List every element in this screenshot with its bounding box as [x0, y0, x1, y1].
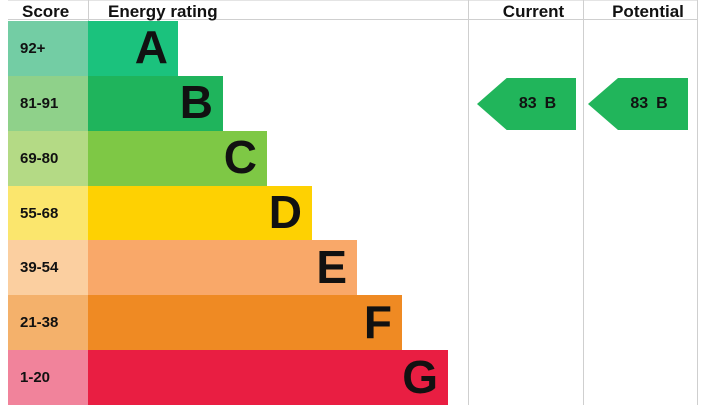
current-column-divider	[468, 0, 469, 405]
band-row-g: 1-20 G	[0, 350, 720, 405]
band-bar-d: D	[88, 185, 312, 241]
right-table-border	[697, 0, 698, 405]
potential-rating-band: B	[656, 95, 668, 112]
band-bar-a: A	[88, 21, 178, 76]
current-rating-value: 83	[518, 95, 537, 112]
rating-bands: 92+ A 81-91 B 69-80 C 55-68 D 39-54	[0, 21, 720, 405]
band-bar-f: F	[88, 295, 402, 351]
band-score-g: 1-20	[8, 350, 88, 405]
potential-column-header: Potential	[612, 2, 684, 21]
score-column-divider	[88, 0, 89, 21]
band-letter-b: B	[179, 76, 213, 129]
potential-column-divider	[583, 0, 584, 405]
band-score-b: 81-91	[8, 75, 88, 131]
band-letter-a: A	[134, 21, 168, 74]
band-letter-d: D	[268, 186, 302, 238]
band-bar-e: E	[88, 240, 357, 296]
band-bar-b: B	[88, 75, 223, 131]
band-bar-c: C	[88, 130, 267, 186]
current-column-header: Current	[502, 2, 565, 21]
energy-rating-column-header: Energy rating	[108, 2, 218, 21]
band-letter-c: C	[223, 131, 257, 184]
current-rating-band: B	[544, 95, 557, 112]
band-row-b: 81-91 B	[0, 75, 720, 131]
band-letter-f: F	[363, 295, 392, 348]
band-row-c: 69-80 C	[0, 130, 720, 186]
band-score-f: 21-38	[8, 295, 88, 351]
score-column-header: Score	[22, 2, 70, 21]
band-letter-g: G	[402, 350, 438, 403]
chart-header: Score Energy rating Current Potential	[8, 0, 697, 21]
band-row-f: 21-38 F	[0, 295, 720, 351]
band-row-d: 55-68 D	[0, 185, 720, 241]
band-score-e: 39-54	[8, 240, 88, 296]
band-bar-g: G	[88, 350, 448, 405]
band-letter-e: E	[316, 240, 347, 293]
band-score-d: 55-68	[8, 185, 88, 241]
band-row-a: 92+ A	[0, 21, 720, 76]
potential-rating-value: 83	[630, 95, 649, 112]
band-score-c: 69-80	[8, 130, 88, 186]
band-row-e: 39-54 E	[0, 240, 720, 296]
band-score-a: 92+	[8, 21, 88, 76]
